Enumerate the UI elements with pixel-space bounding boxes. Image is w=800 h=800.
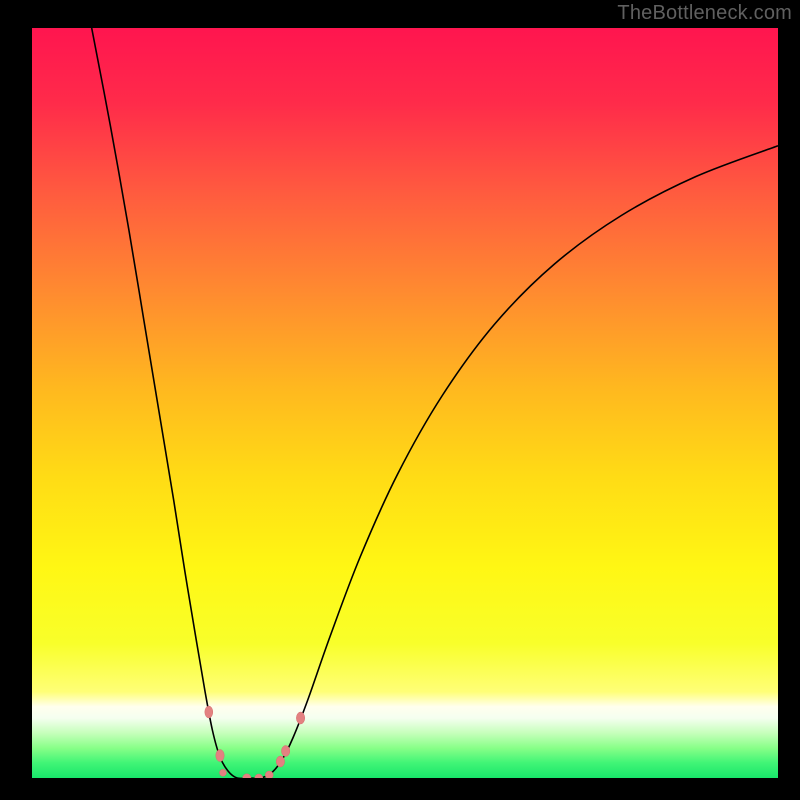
data-marker: [276, 756, 284, 767]
data-marker: [265, 771, 273, 778]
data-marker: [281, 746, 289, 757]
data-marker: [216, 750, 224, 762]
data-marker: [243, 774, 251, 778]
chart-container: TheBottleneck.com: [0, 0, 800, 800]
data-marker: [255, 774, 263, 778]
data-marker: [219, 769, 226, 776]
curve-svg: [32, 28, 778, 778]
watermark-text: TheBottleneck.com: [617, 2, 792, 25]
data-marker: [205, 706, 213, 718]
bottleneck-curve: [92, 28, 778, 778]
plot-area: [32, 28, 778, 778]
data-marker: [296, 712, 304, 724]
